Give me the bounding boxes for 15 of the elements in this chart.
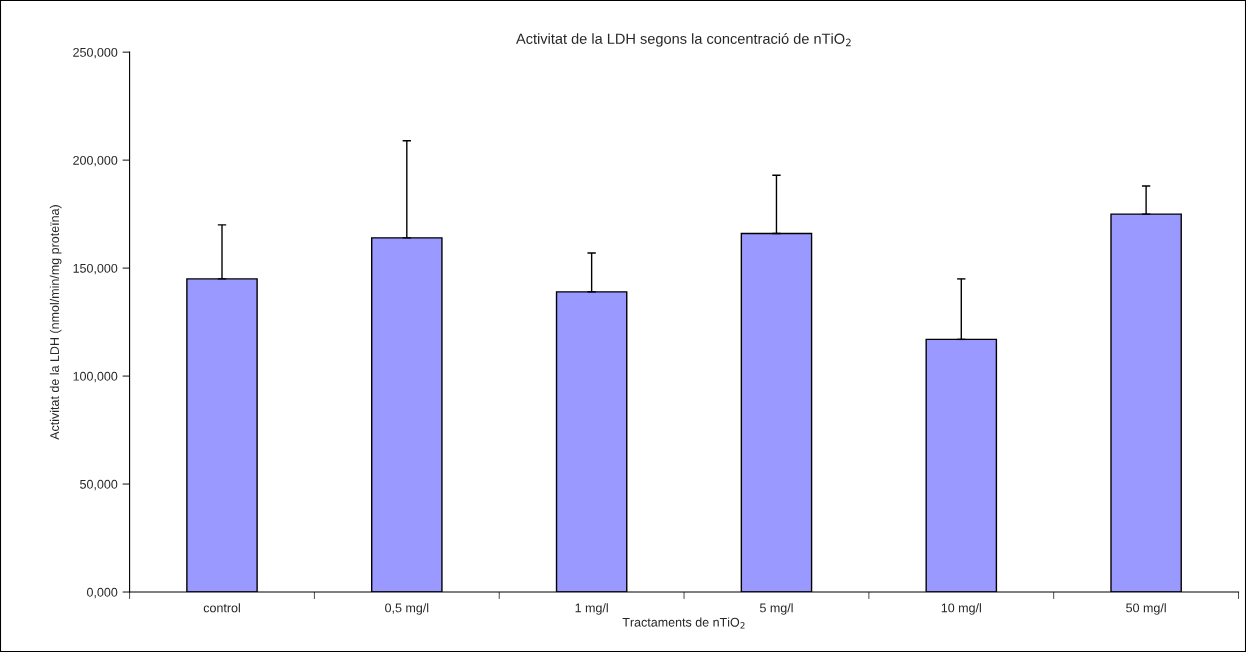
x-tick-label: 10 mg/l xyxy=(941,603,981,615)
x-tick-label: 5 mg/l xyxy=(759,603,793,615)
x-tick-label: 50 mg/l xyxy=(1126,603,1166,615)
y-tick-label: 250,000 xyxy=(73,47,118,59)
x-tick-label: 1 mg/l xyxy=(575,603,608,615)
x-tick-label: 0,5 mg/l xyxy=(385,603,429,615)
y-tick-label: 200,000 xyxy=(73,155,118,167)
x-tick-label: control xyxy=(203,603,240,613)
y-axis-title: Activitat de la LDH (nmol/min/mg proteïna) xyxy=(49,205,62,440)
y-tick-label: 50,000 xyxy=(80,479,118,491)
x-axis-title: Tractaments de nTiO$_{2}$ xyxy=(622,617,745,629)
y-tick-label: 150,000 xyxy=(73,263,118,275)
y-tick-label: 100,000 xyxy=(73,371,118,383)
y-tick-label: 0,000 xyxy=(86,587,118,599)
chart-title: Activitat de la LDH segons la concentració de nTiO$_{2}$ xyxy=(516,33,851,47)
